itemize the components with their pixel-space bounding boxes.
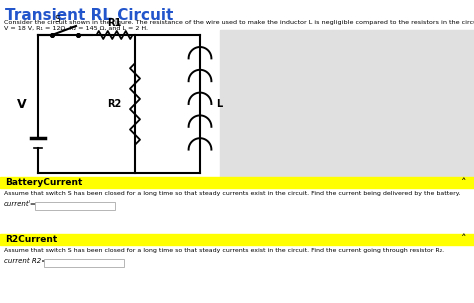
Text: L: L (217, 99, 223, 109)
Text: ˄: ˄ (461, 178, 467, 188)
Text: R1: R1 (108, 18, 122, 28)
Text: current R2=: current R2= (4, 258, 47, 264)
Text: R2Current: R2Current (5, 235, 57, 244)
Text: currentᴵ=: currentᴵ= (4, 201, 37, 207)
Bar (0, 177, 474, 188)
Bar (35, 202, 115, 210)
Text: Assume that switch S has been closed for a long time so that steady currents exi: Assume that switch S has been closed for… (4, 191, 461, 196)
Bar (220, 30, 474, 185)
Text: Assume that switch S has been closed for a long time so that steady currents exi: Assume that switch S has been closed for… (4, 248, 444, 253)
Text: S: S (54, 15, 60, 24)
Text: V: V (17, 98, 27, 111)
Bar (44, 259, 124, 267)
Text: BatteryCurrent: BatteryCurrent (5, 178, 82, 187)
Text: V = 18 V, R₁ = 12Ω, R₂ = 145 Ω, and L = 2 H.: V = 18 V, R₁ = 12Ω, R₂ = 145 Ω, and L = … (4, 26, 148, 31)
Text: Transient RL Circuit: Transient RL Circuit (5, 8, 173, 23)
Bar (0, 234, 474, 245)
Text: R2: R2 (107, 99, 121, 109)
Text: Consider the circuit shown in the figure. The resistance of the wire used to mak: Consider the circuit shown in the figure… (4, 20, 474, 25)
Text: ˄: ˄ (461, 235, 467, 245)
